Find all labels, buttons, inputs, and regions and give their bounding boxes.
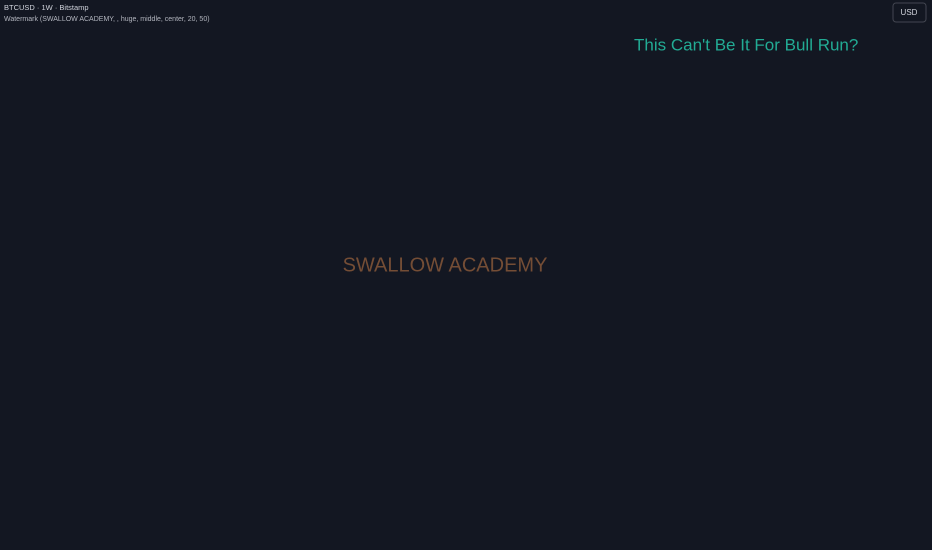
time-axis bbox=[0, 530, 888, 550]
chart-title: This Can't Be It For Bull Run? bbox=[634, 35, 858, 54]
symbol-title: BTCUSD · 1W · Bitstamp bbox=[4, 3, 89, 12]
price-axis bbox=[888, 0, 932, 550]
indicator-label: Watermark (SWALLOW ACADEMY, , huge, midd… bbox=[4, 16, 210, 23]
currency-label: USD bbox=[901, 8, 918, 17]
watermark: SWALLOW ACADEMY bbox=[343, 254, 548, 276]
currency-button[interactable] bbox=[892, 2, 927, 23]
